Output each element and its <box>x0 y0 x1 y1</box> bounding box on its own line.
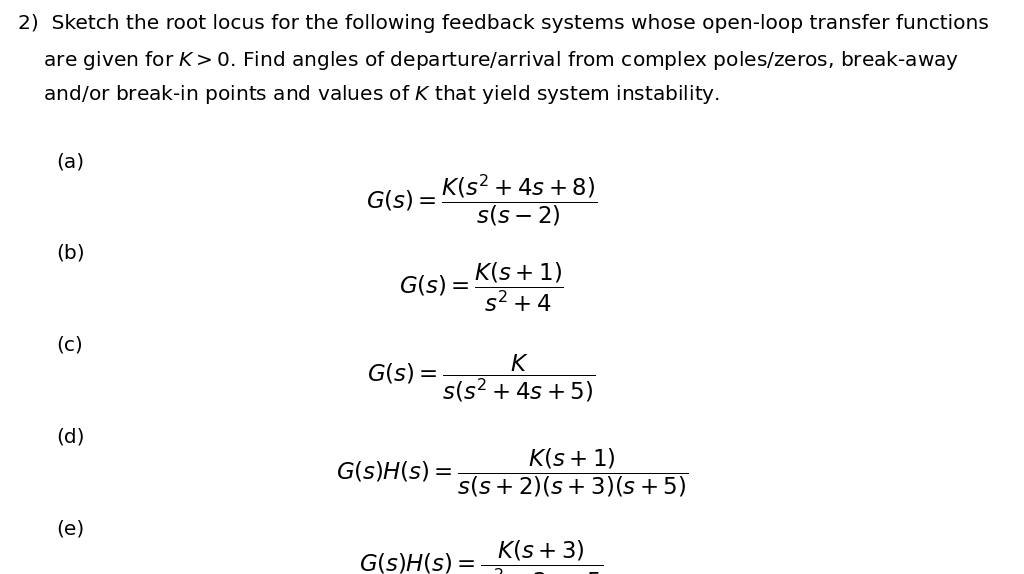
Text: $G(s) = \dfrac{K}{s(s^2+4s+5)}$: $G(s) = \dfrac{K}{s(s^2+4s+5)}$ <box>368 353 595 404</box>
Text: $G(s) = \dfrac{K(s^2+4s+8)}{s(s-2)}$: $G(s) = \dfrac{K(s^2+4s+8)}{s(s-2)}$ <box>366 172 597 227</box>
Text: (e): (e) <box>56 519 85 538</box>
Text: are given for $K > 0$. Find angles of departure/arrival from complex poles/zeros: are given for $K > 0$. Find angles of de… <box>18 49 959 72</box>
Text: (d): (d) <box>56 428 85 447</box>
Text: (a): (a) <box>56 152 84 171</box>
Text: 2)  Sketch the root locus for the following feedback systems whose open-loop tra: 2) Sketch the root locus for the followi… <box>18 14 989 33</box>
Text: and/or break-in points and values of $K$ that yield system instability.: and/or break-in points and values of $K$… <box>18 83 721 106</box>
Text: $G(s)H(s) = \dfrac{K(s+1)}{s(s+2)(s+3)(s+5)}$: $G(s)H(s) = \dfrac{K(s+1)}{s(s+2)(s+3)(s… <box>336 447 688 499</box>
Text: $G(s) = \dfrac{K(s+1)}{s^2+4}$: $G(s) = \dfrac{K(s+1)}{s^2+4}$ <box>398 261 564 315</box>
Text: (b): (b) <box>56 244 85 263</box>
Text: (c): (c) <box>56 336 83 355</box>
Text: $G(s)H(s) = \dfrac{K(s+3)}{s^2+2s+5}$: $G(s)H(s) = \dfrac{K(s+3)}{s^2+2s+5}$ <box>359 538 603 574</box>
